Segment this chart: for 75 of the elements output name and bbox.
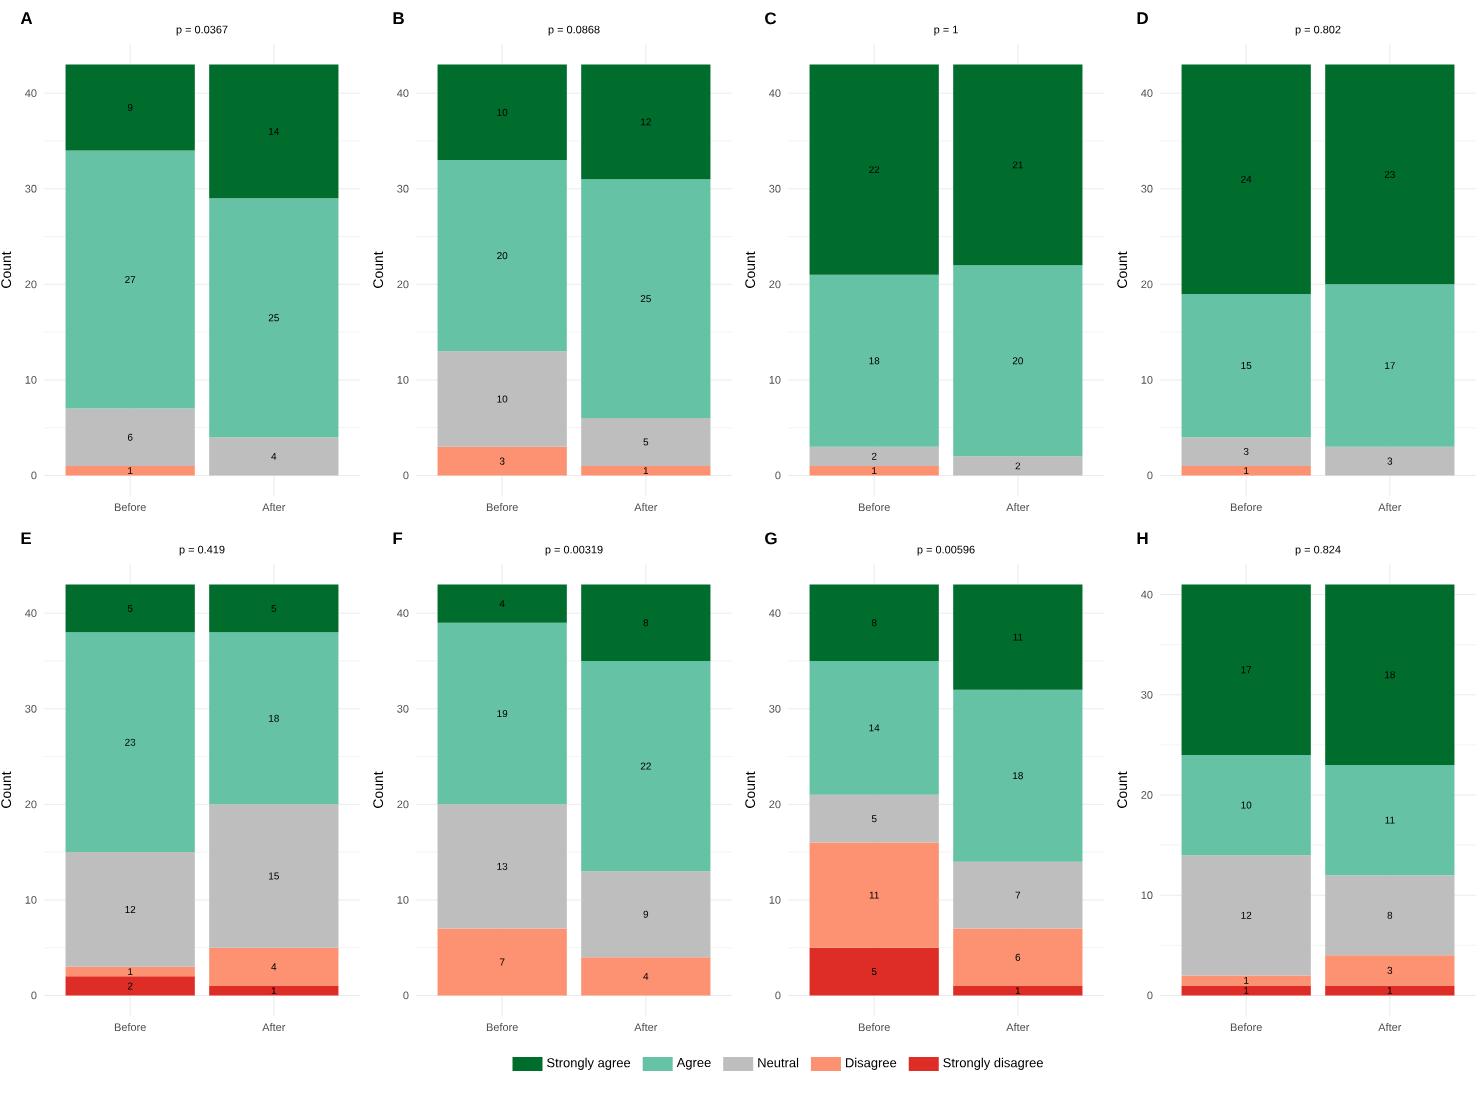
- bar: [581, 660, 711, 872]
- bar: [209, 437, 339, 476]
- chart-title: G: [765, 532, 777, 545]
- bar: [1181, 293, 1311, 438]
- bar: [65, 584, 195, 633]
- bar: [437, 804, 567, 929]
- bar: [953, 928, 1083, 986]
- bar: [1325, 955, 1455, 986]
- chart-title: F: [393, 532, 403, 545]
- bar: [437, 160, 567, 352]
- bar: [209, 632, 339, 805]
- chart-title: A: [20, 12, 33, 25]
- bar: [581, 418, 711, 466]
- bar: [953, 456, 1083, 476]
- bar: [953, 584, 1083, 690]
- bar: [809, 446, 939, 466]
- chart-title: C: [765, 12, 777, 25]
- bar: [1181, 584, 1311, 755]
- bar: [1325, 446, 1455, 476]
- chart-title: B: [393, 12, 404, 25]
- bar: [953, 265, 1083, 457]
- bar: [953, 689, 1083, 862]
- chart-title: E: [21, 532, 32, 545]
- bar: [437, 622, 567, 805]
- bar: [437, 584, 567, 623]
- bar: [65, 150, 195, 409]
- bar: [209, 804, 339, 948]
- bar: [437, 928, 567, 996]
- bar: [1181, 855, 1311, 976]
- bar: [1181, 975, 1311, 986]
- bar: [809, 794, 939, 843]
- bar: [437, 446, 567, 476]
- bar: [1181, 754, 1311, 856]
- bar: [581, 465, 711, 476]
- bar: [209, 584, 339, 633]
- bar: [581, 64, 711, 180]
- bar: [209, 198, 339, 438]
- bar: [65, 465, 195, 476]
- bar: [581, 871, 711, 958]
- bar: [65, 976, 195, 996]
- bar: [209, 947, 339, 986]
- bar: [209, 64, 339, 199]
- bar: [1325, 284, 1455, 447]
- bar: [809, 947, 939, 996]
- bar: [65, 966, 195, 977]
- bar: [437, 64, 567, 161]
- bar: [809, 660, 939, 795]
- bar: [581, 584, 711, 661]
- bar: [953, 64, 1083, 266]
- bar: [437, 351, 567, 447]
- bar: [65, 852, 195, 967]
- bar: [1181, 437, 1311, 466]
- chart-title: H: [1137, 532, 1148, 545]
- bar: [809, 274, 939, 447]
- bar: [809, 842, 939, 948]
- bar: [953, 861, 1083, 929]
- bar: [581, 957, 711, 996]
- chart-title: D: [1137, 12, 1148, 25]
- bar: [1325, 764, 1455, 876]
- bar: [65, 64, 195, 151]
- bar: [953, 985, 1083, 996]
- bar: [1181, 985, 1311, 996]
- bar: [809, 584, 939, 661]
- bar: [1325, 985, 1455, 996]
- bar: [209, 985, 339, 996]
- bar: [65, 632, 195, 853]
- bar: [1325, 584, 1455, 765]
- bar: [1325, 64, 1455, 285]
- bar: [809, 465, 939, 476]
- bar: [65, 408, 195, 466]
- bar: [1181, 64, 1311, 294]
- bar: [809, 64, 939, 275]
- bar: [1181, 465, 1311, 476]
- bar: [581, 179, 711, 419]
- bar: [1325, 875, 1455, 956]
